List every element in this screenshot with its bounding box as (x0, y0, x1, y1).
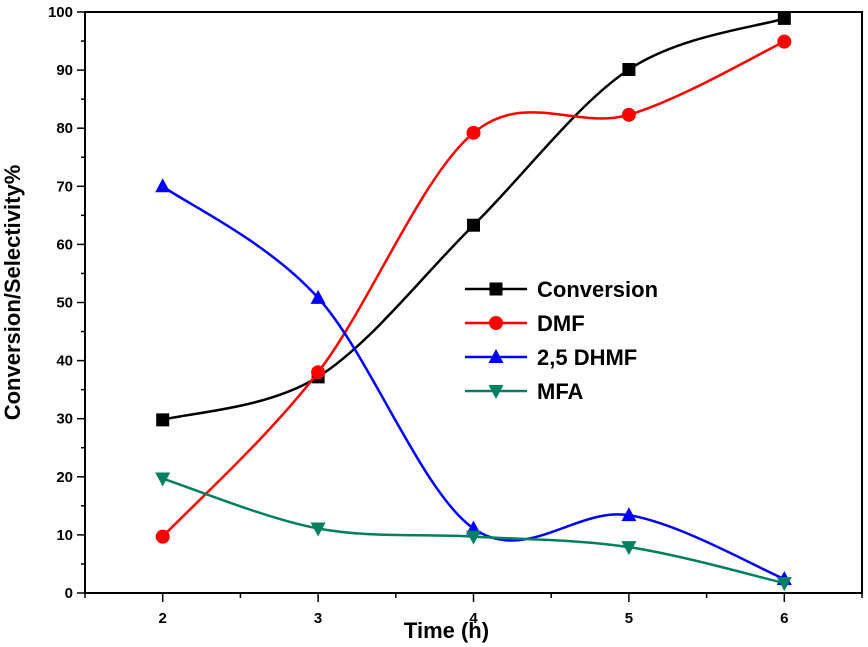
plot-border (84, 11, 863, 594)
y-tick-label: 80 (56, 120, 73, 137)
legend-label-2-5-dhmf: 2,5 DHMF (537, 345, 637, 370)
data-point-conversion (777, 11, 791, 25)
data-point-mfa (155, 472, 171, 487)
data-point-2-5-dhmf (310, 289, 326, 304)
data-point-mfa (310, 522, 326, 537)
legend-label-mfa: MFA (537, 379, 584, 404)
y-tick-label: 40 (56, 353, 73, 370)
series-mfa (155, 472, 792, 592)
data-point-2-5-dhmf (621, 507, 637, 522)
x-tick-label: 4 (469, 610, 478, 627)
y-tick-label: 100 (48, 4, 73, 21)
data-point-2-5-dhmf (155, 178, 171, 193)
x-axis-title: Time (h) (404, 618, 489, 643)
series-conversion (156, 11, 791, 427)
y-tick-label: 30 (56, 411, 73, 428)
data-point-conversion (467, 218, 480, 232)
plot-frame (84, 11, 863, 594)
series-line-2-5-dhmf (161, 185, 785, 581)
data-point-conversion (622, 63, 636, 77)
data-point-dmf (311, 365, 326, 380)
legend-marker-conversion (489, 282, 503, 296)
legend-label-conversion: Conversion (537, 277, 658, 302)
y-tick-label: 50 (56, 295, 73, 312)
y-tick-label: 70 (56, 178, 73, 195)
data-point-dmf (155, 529, 170, 544)
y-axis-title: Conversion/Selectivity% (0, 165, 25, 421)
data-point-dmf (466, 125, 481, 140)
y-tick-label: 10 (56, 527, 73, 544)
x-tick-label: 5 (625, 610, 633, 627)
x-tick-label: 6 (780, 610, 788, 627)
series-2-5-dhmf (155, 178, 792, 586)
y-tick-label: 20 (56, 469, 73, 486)
series-group (155, 11, 792, 592)
x-tick-label: 3 (314, 610, 322, 627)
legend-marker-dmf (489, 316, 503, 330)
data-point-dmf (621, 107, 636, 122)
data-point-dmf (777, 34, 792, 49)
y-tick-label: 0 (65, 585, 73, 602)
legend-marker-mfa (488, 385, 504, 399)
series-line-dmf (161, 40, 785, 538)
data-point-mfa (466, 530, 481, 545)
data-point-mfa (621, 541, 637, 556)
legend: Conversion DMF 2,5 DHMF MFA (465, 277, 658, 404)
data-point-mfa (776, 577, 792, 592)
legend-marker-2-5-dhmf (488, 349, 504, 363)
series-dmf (155, 34, 792, 544)
y-tick-label: 60 (56, 236, 73, 253)
data-point-conversion (156, 413, 170, 427)
legend-label-dmf: DMF (537, 311, 585, 336)
x-tick-label: 2 (159, 610, 167, 627)
y-tick-label: 90 (56, 62, 73, 79)
